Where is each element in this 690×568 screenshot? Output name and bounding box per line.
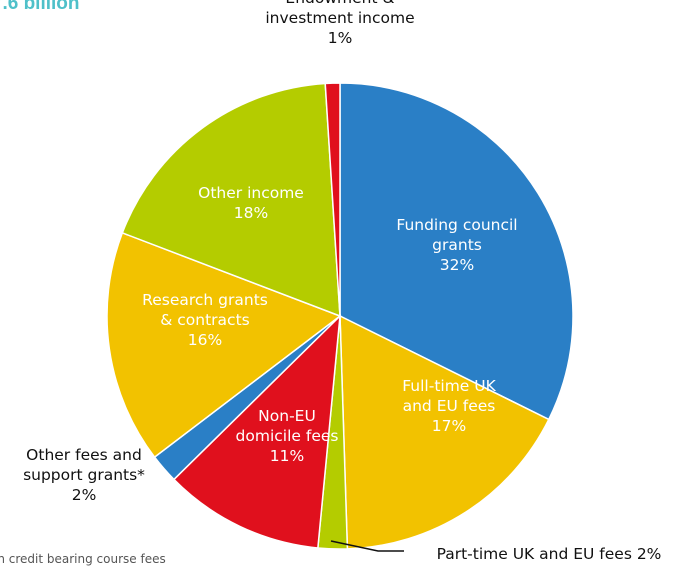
slice-label-line: Funding council xyxy=(396,216,517,234)
slice-label-line: 16% xyxy=(188,331,222,349)
pie-slice-6 xyxy=(121,82,341,318)
slice-label-line: grants xyxy=(432,236,482,254)
leader-line xyxy=(330,540,404,552)
slice-label-0: Funding council grants 32% xyxy=(396,216,517,274)
slice-label-line: Other income xyxy=(198,184,304,202)
slice-label-line: domicile fees xyxy=(236,427,339,445)
slice-label-line: Full-time UK xyxy=(402,377,496,395)
slice-label-line: Other fees and xyxy=(26,446,142,464)
slice-label-line: Part-time UK and EU fees 2% xyxy=(437,545,662,563)
slice-label-line: & contracts xyxy=(160,311,249,329)
slice-label-6: Other income 18% xyxy=(198,184,304,222)
slice-label-line: investment income xyxy=(265,9,414,27)
slice-label-line: Research grants xyxy=(142,291,268,309)
slice-label-3: Non-EU domicile fees 11% xyxy=(236,407,339,465)
slice-label-line: 32% xyxy=(440,256,474,274)
footnote: on credit bearing course fees xyxy=(0,552,166,566)
slice-label-5: Research grants & contracts 16% xyxy=(142,291,268,349)
slice-label-line: support grants* xyxy=(23,466,145,484)
pie-slice-7 xyxy=(324,82,341,317)
pie-slice-1 xyxy=(339,314,550,550)
slice-label-line: 17% xyxy=(432,417,466,435)
slice-label-line: 1% xyxy=(328,29,353,47)
slice-label-line: 18% xyxy=(234,204,268,222)
pie-slice-3 xyxy=(172,314,341,549)
slice-label-line: 2% xyxy=(72,486,97,504)
slice-label-line: and EU fees xyxy=(403,397,496,415)
slice-label-line: Endowment & xyxy=(285,0,394,7)
pie-slice-5 xyxy=(106,231,342,459)
slice-label-4: Other fees and support grants* 2% xyxy=(23,446,145,504)
slice-label-line: Non-EU xyxy=(258,407,316,425)
slice-label-1: Full-time UK and EU fees 17% xyxy=(402,377,496,435)
slice-label-2: Part-time UK and EU fees 2% xyxy=(437,545,662,563)
slice-label-line: 11% xyxy=(270,447,304,465)
slice-label-7: Endowment & investment income 1% xyxy=(265,0,414,47)
chart-title: me £27.6 billion xyxy=(0,0,80,14)
pie-slice-0 xyxy=(339,82,574,421)
